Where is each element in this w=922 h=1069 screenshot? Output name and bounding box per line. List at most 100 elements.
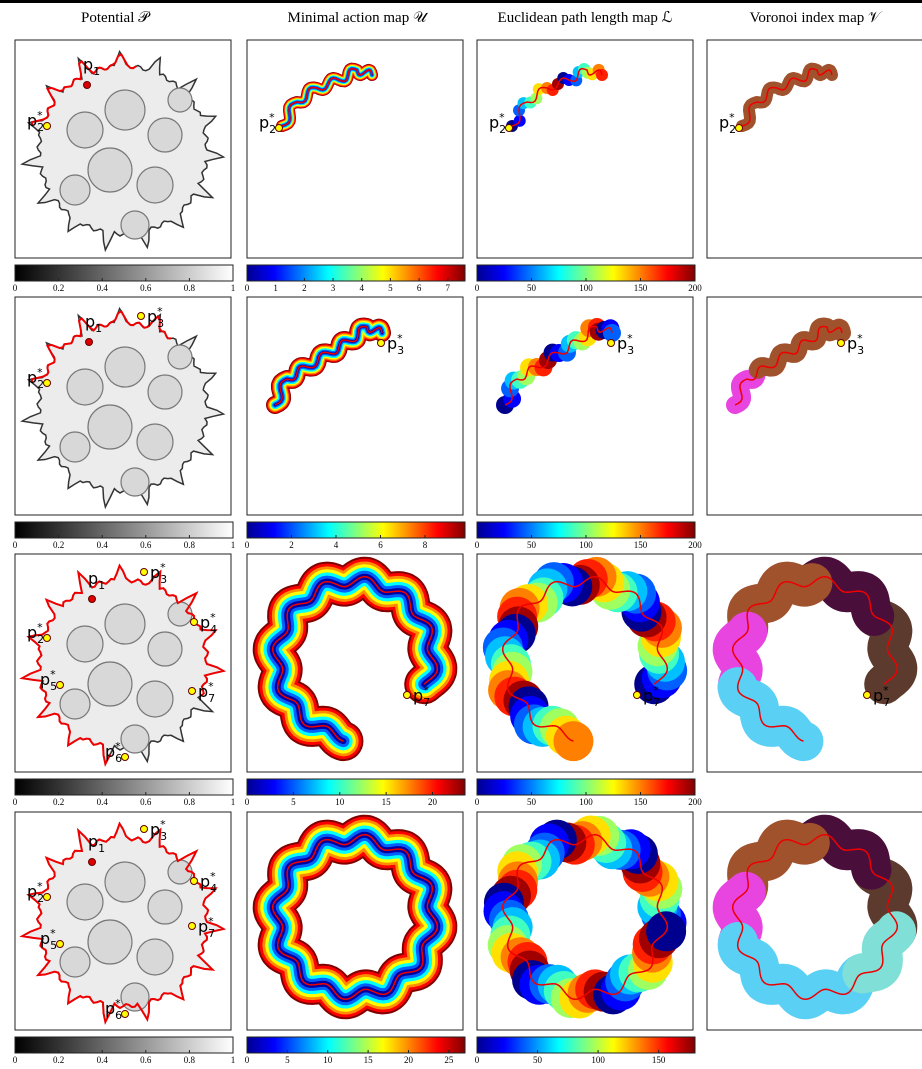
tick-label: 50: [533, 1055, 543, 1065]
panel: [247, 812, 463, 1030]
texture: [168, 345, 192, 369]
tick-label: 2: [289, 540, 294, 550]
tick-label: 7: [446, 283, 451, 293]
label-sub: 1: [95, 322, 102, 335]
texture: [148, 118, 182, 152]
tick-label: 0.4: [97, 797, 109, 807]
label-base: p: [105, 999, 115, 1018]
column-header: Euclidean path length map ℒ: [498, 10, 673, 26]
tick-label: 0.2: [53, 797, 64, 807]
texture: [137, 424, 173, 460]
tick-label: 0.6: [140, 283, 152, 293]
tick-label: 2: [302, 283, 307, 293]
panel: p1p3*p4*p2*p5*p7*p6*: [15, 554, 231, 772]
label-base: p: [83, 55, 93, 74]
label-sub: 1: [98, 842, 105, 855]
panel: p3*: [247, 297, 463, 515]
key-point: [57, 682, 64, 689]
label-sup: *: [499, 111, 505, 124]
tick-label: 0: [245, 797, 250, 807]
tick-label: 200: [688, 540, 702, 550]
tick-label: 25: [444, 1055, 454, 1065]
tick-label: 100: [579, 283, 593, 293]
label-sub: 3: [627, 344, 634, 357]
tick-label: 100: [579, 540, 593, 550]
voronoi-region: [862, 931, 896, 973]
colorbar: [477, 1037, 695, 1053]
colorbar: [15, 522, 233, 538]
label-sub: 7: [883, 696, 890, 709]
column-header: Voronoi index map 𝒱: [750, 10, 883, 26]
tick-label: 50: [527, 797, 537, 807]
label-sup: *: [210, 611, 216, 624]
tick-label: 3: [331, 283, 336, 293]
key-point: [44, 123, 51, 130]
panel: [477, 812, 693, 1030]
key-point: [634, 692, 641, 699]
label-sub: 2: [499, 123, 506, 136]
column-header: Minimal action map 𝒰: [288, 10, 429, 26]
label-base: p: [147, 307, 157, 326]
label-sub: 3: [160, 830, 167, 843]
colorbar: [15, 1037, 233, 1053]
key-point: [736, 125, 743, 132]
label-base: p: [847, 334, 857, 353]
label-sub: 4: [210, 882, 217, 895]
label-base: p: [40, 670, 50, 689]
label-base: p: [85, 312, 95, 331]
label-sub: 7: [653, 696, 660, 709]
label-sup: *: [883, 684, 889, 697]
tick-label: 150: [634, 797, 648, 807]
label-sup: *: [729, 111, 735, 124]
colorbar: [15, 265, 233, 281]
label-sup: *: [37, 621, 43, 634]
tick-label: 15: [364, 1055, 374, 1065]
texture: [105, 604, 145, 644]
label-sup: *: [37, 880, 43, 893]
key-point: [378, 340, 385, 347]
label-base: p: [413, 686, 423, 705]
label-sub: 7: [208, 692, 215, 705]
label-sup: *: [37, 109, 43, 122]
panel: p7*: [707, 554, 922, 772]
tick-label: 50: [527, 540, 537, 550]
label-sub: 6: [115, 752, 122, 765]
texture: [60, 947, 90, 977]
key-point: [44, 380, 51, 387]
tick-label: 0.2: [53, 283, 64, 293]
label-sub: 6: [115, 1009, 122, 1022]
tick-label: 6: [378, 540, 383, 550]
tick-label: 0.4: [97, 1055, 109, 1065]
label-base: p: [200, 613, 210, 632]
key-point: [44, 894, 51, 901]
label-sub: 4: [210, 623, 217, 636]
tick-label: 1: [231, 797, 236, 807]
key-point: [89, 596, 96, 603]
key-point: [122, 1011, 129, 1018]
key-point: [84, 82, 91, 89]
texture: [88, 148, 132, 192]
panel: p2*: [247, 40, 463, 258]
label-sup: *: [210, 870, 216, 883]
tick-label: 1: [231, 1055, 236, 1065]
label-sub: 1: [98, 579, 105, 592]
tick-label: 150: [634, 283, 648, 293]
texture: [67, 626, 103, 662]
label-sup: *: [50, 927, 56, 940]
panel: p1p3*p2*: [15, 297, 231, 515]
tick-label: 10: [323, 1055, 333, 1065]
label-base: p: [387, 334, 397, 353]
label-sup: *: [397, 332, 403, 345]
texture: [168, 88, 192, 112]
label-sub: 7: [208, 927, 215, 940]
tick-label: 0: [475, 283, 480, 293]
tick-label: 0.8: [184, 1055, 196, 1065]
label-sub: 3: [857, 344, 864, 357]
tick-label: 10: [335, 797, 345, 807]
tick-label: 6: [417, 283, 422, 293]
label-base: p: [150, 563, 160, 582]
label-base: p: [643, 686, 653, 705]
key-point: [44, 635, 51, 642]
tick-label: 0.4: [97, 283, 109, 293]
key-point: [404, 692, 411, 699]
